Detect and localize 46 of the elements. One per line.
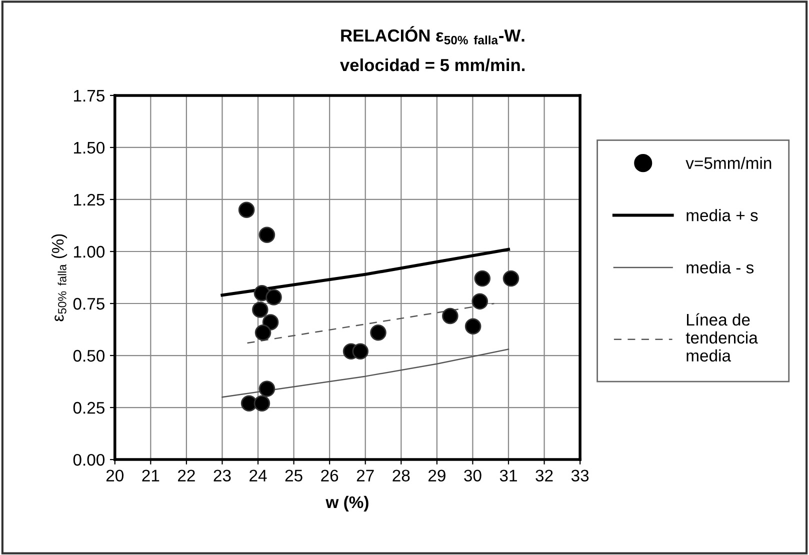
point [240,395,258,412]
y-tick-label: 0.00 [73,454,105,466]
y-tick-label: 0.25 [73,402,104,414]
point [258,380,276,397]
point [258,226,276,243]
x-tick-label: 23 [214,470,231,482]
point [254,324,272,341]
legend-label: v=5mm/min [686,156,772,170]
line-series [222,348,510,398]
legend-label: Línea de tendencia media [686,313,758,362]
chart-title: RELACIÓN ε$_{50% falla}$-W. [341,26,524,44]
y-axis-title: ε$_{50% falla}$ (%) [52,234,68,322]
x-tick-label: 30 [464,470,482,482]
x-tick-label: 33 [571,470,589,482]
x-tick-label: 22 [178,470,195,482]
point [472,293,488,310]
y-tick-label: 1.50 [74,142,105,154]
y-tick-label: 0.50 [73,350,105,362]
legend-label: media - s [686,261,754,274]
point [252,302,268,318]
x-tick-label: 27 [356,470,374,482]
point [266,289,282,306]
point [370,324,386,341]
y-tick-label: 1.00 [74,246,105,258]
point [442,308,458,324]
y-tick-label: 1.75 [74,90,104,102]
x-tick-label: 26 [321,470,338,482]
x-tick-label: 24 [250,470,267,482]
point [254,395,270,412]
x-tick-label: 28 [392,470,410,482]
point [352,343,368,360]
chart-subtitle: velocidad = 5 mm/min. [340,58,524,72]
y-tick-label: 0.75 [73,298,104,310]
x-tick-label: 29 [428,470,446,482]
point [464,318,482,335]
point [502,270,520,287]
point [474,270,491,287]
x-tick-label: 25 [285,470,302,482]
y-tick-label: 1.25 [74,194,104,206]
x-tick-label: 21 [142,470,160,482]
point [238,202,255,218]
legend-label: media + s [686,209,758,222]
x-tick-label: 31 [500,470,517,482]
x-axis-title: w (%) [326,496,368,512]
x-tick-label: 32 [536,470,553,482]
x-tick-label: 20 [106,470,124,482]
